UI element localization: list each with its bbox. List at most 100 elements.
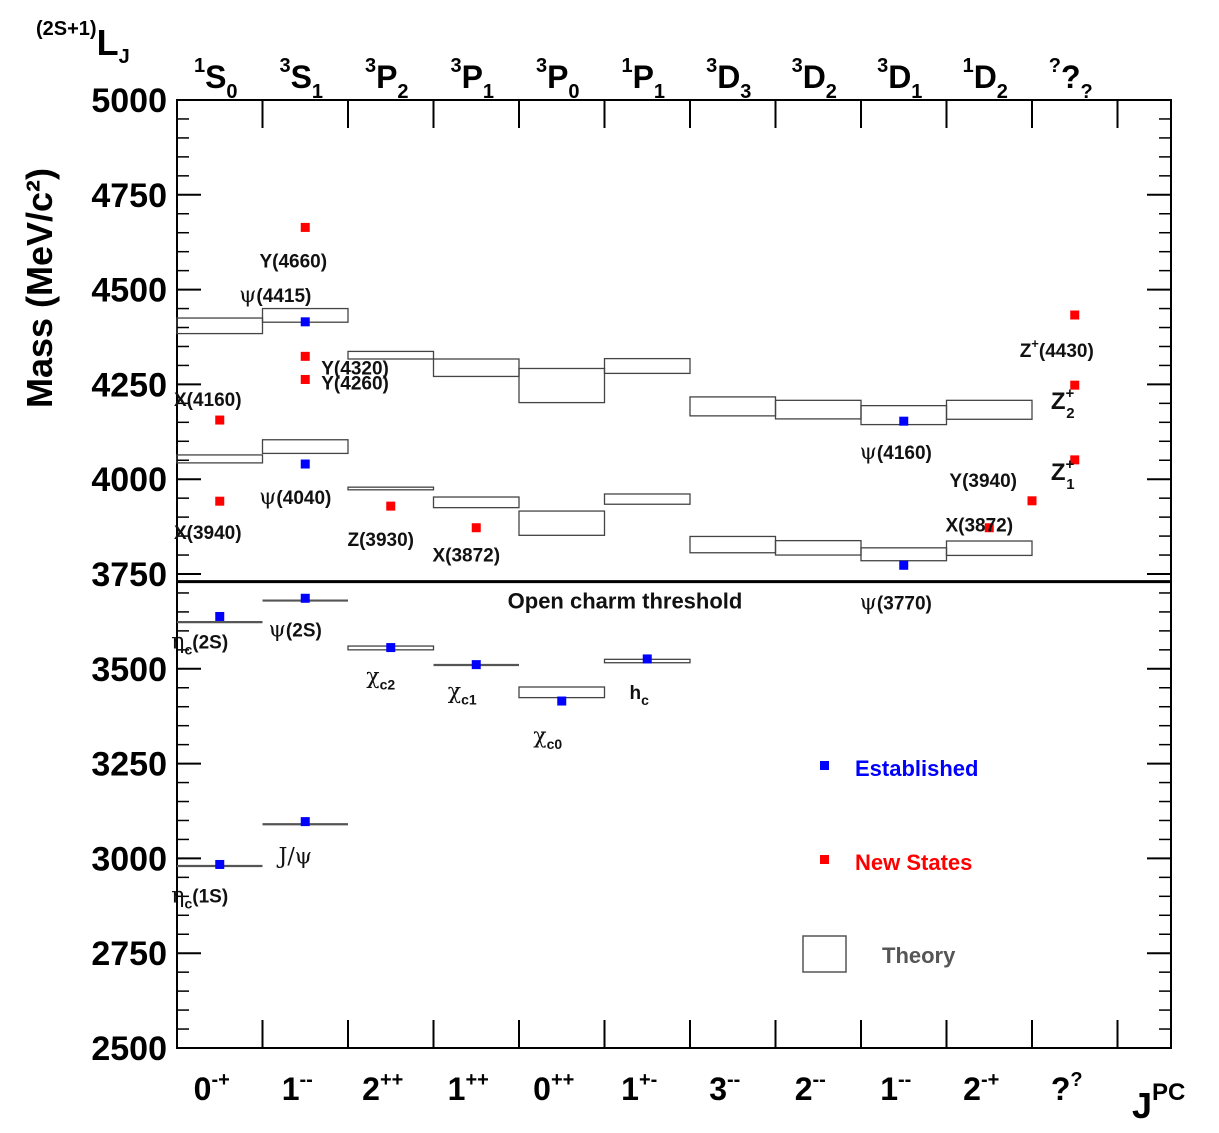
established-point — [300, 593, 310, 603]
state-label: Y(4320) — [321, 358, 389, 379]
theory-box — [176, 454, 264, 464]
legend-theory-marker — [802, 935, 847, 973]
term-label: 1P1 — [621, 55, 665, 103]
established-point — [300, 317, 310, 327]
established-point — [557, 696, 567, 706]
new-state-point — [300, 351, 310, 361]
x-axis: 0-+ 1S0 1-- 3S1 2++ 3P2 1++ 3P1 0++ 3P0 1+- 1P1 3-- 3… — [194, 55, 1119, 1107]
legend-new-states-label: New States — [855, 850, 972, 875]
state-label: X(3940) — [174, 523, 242, 544]
theory-box — [347, 350, 435, 360]
y-axis-title: Mass (MeV/c²) — [19, 168, 60, 408]
state-label: χc0 — [533, 724, 562, 752]
threshold-label: Open charm threshold — [508, 589, 743, 614]
state-label: hc — [630, 683, 650, 708]
legend-theory-label: Theory — [882, 943, 956, 968]
legend-established-marker — [820, 761, 829, 770]
state-label: ψ(4160) — [860, 440, 932, 465]
top-axis-title: (2S+1)LJ — [36, 18, 130, 68]
theory-box — [860, 547, 948, 562]
theory-boxes — [176, 307, 1033, 868]
jpc-label: 2-- — [795, 1069, 826, 1107]
jpc-label: 2++ — [362, 1069, 403, 1107]
established-point — [215, 611, 225, 621]
state-label: ψ(4040) — [259, 485, 331, 510]
y-tick-label: 4250 — [91, 366, 167, 404]
theory-box — [774, 539, 862, 556]
theory-box — [689, 535, 777, 554]
jpc-label: 1-- — [282, 1069, 313, 1107]
state-label: Z+(4430) — [1020, 336, 1094, 362]
state-label: X(3872) — [945, 516, 1013, 537]
established-point — [642, 654, 652, 664]
plot-frame — [176, 99, 1172, 1049]
jpc-label: 1+- — [621, 1069, 657, 1107]
state-label: ψ(2S) — [269, 617, 322, 642]
y-tick-label: 3000 — [91, 840, 167, 878]
theory-box — [689, 396, 777, 417]
state-label: X(4160) — [174, 390, 242, 411]
state-label: Y(4660) — [259, 251, 327, 272]
theory-box — [432, 358, 520, 378]
term-label: 3D1 — [877, 55, 922, 103]
jpc-label: 1-- — [880, 1069, 911, 1107]
theory-box — [432, 496, 520, 509]
axis-titles: Mass (MeV/c²) (2S+1)LJ JPC — [19, 18, 1185, 1126]
new-state-point — [300, 374, 310, 384]
new-state-point — [1070, 455, 1080, 465]
established-point — [300, 459, 310, 469]
term-label: 3P2 — [365, 55, 409, 103]
theory-box — [518, 367, 606, 404]
state-label: Y(3940) — [949, 471, 1017, 492]
y-tick-label: 5000 — [91, 82, 167, 120]
theory-box — [603, 493, 691, 505]
jpc-label: 0++ — [533, 1069, 574, 1107]
theory-box — [518, 510, 606, 536]
y-tick-label: 2750 — [91, 935, 167, 973]
open-charm-threshold: Open charm threshold — [177, 580, 1171, 614]
jpc-label: 0-+ — [194, 1069, 230, 1107]
established-point — [899, 560, 909, 570]
established-point — [386, 643, 396, 653]
new-state-point — [984, 523, 994, 533]
data-points — [215, 222, 1080, 869]
new-state-point — [1070, 380, 1080, 390]
new-state-point — [1027, 496, 1037, 506]
theory-box — [603, 357, 691, 375]
state-label: ψ(3770) — [860, 590, 932, 615]
state-label: χc2 — [366, 665, 395, 693]
legend-established-label: Established — [855, 756, 978, 781]
new-state-point — [1070, 310, 1080, 320]
established-point — [899, 416, 909, 426]
jpc-label: ?? — [1051, 1069, 1083, 1107]
theory-box — [945, 399, 1033, 420]
new-state-point — [471, 523, 481, 533]
jpc-label: 1++ — [448, 1069, 489, 1107]
state-label: Z+ 1 — [1051, 456, 1075, 493]
established-point — [471, 660, 481, 670]
state-label: ψ(4415) — [239, 283, 311, 308]
term-label: 3P0 — [536, 55, 580, 103]
term-label: 1D2 — [963, 55, 1008, 103]
theory-box — [347, 486, 435, 491]
y-tick-label: 4000 — [91, 461, 167, 499]
legend: Established New States Theory — [802, 756, 978, 973]
y-tick-label: 4750 — [91, 177, 167, 215]
state-label: χc1 — [448, 680, 477, 708]
state-label: X(3872) — [432, 546, 500, 567]
y-tick-label: 3500 — [91, 651, 167, 689]
state-label: Z(3930) — [347, 530, 414, 551]
state-label: Z+ 2 — [1051, 385, 1075, 422]
new-state-point — [215, 415, 225, 425]
legend-new-states-marker — [820, 855, 829, 864]
y-tick-label: 2500 — [91, 1030, 167, 1068]
term-label: 3P1 — [450, 55, 494, 103]
term-label: 3D3 — [706, 55, 751, 103]
state-label: ηc(2S) — [171, 629, 228, 657]
state-labels: ηc(1S) ηc(2S) J/ψ ψ(2S) ψ(4040) ψ(4415) χc2 χc1… — [171, 251, 1094, 911]
state-label: Y(4260) — [321, 373, 389, 394]
term-label: 3S1 — [279, 55, 323, 103]
y-tick-label: 4500 — [91, 272, 167, 310]
term-label: 3D2 — [792, 55, 837, 103]
